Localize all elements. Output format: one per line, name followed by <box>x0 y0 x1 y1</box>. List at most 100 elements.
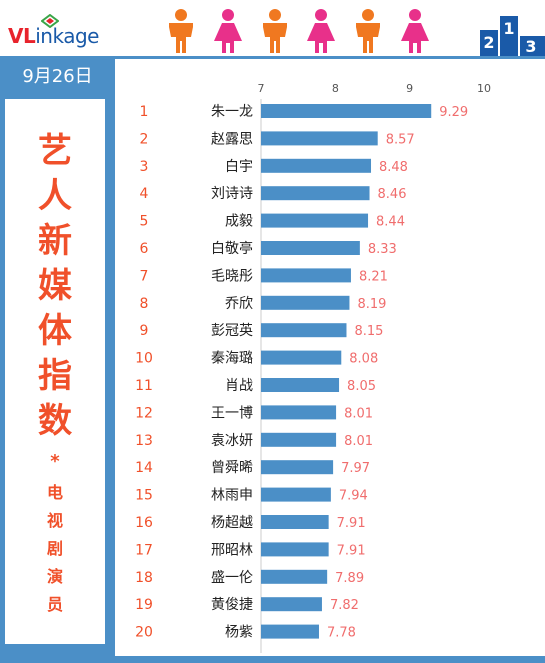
bar <box>261 158 372 173</box>
value-label: 8.48 <box>379 160 408 175</box>
title-char: 新 <box>38 221 72 261</box>
rank-label: 5 <box>140 214 149 230</box>
value-label: 7.94 <box>339 489 368 504</box>
value-label: 7.97 <box>341 461 370 476</box>
title-char: 人 <box>38 176 72 216</box>
category-label: 邢昭林 <box>211 542 253 558</box>
value-label: 8.05 <box>347 379 376 394</box>
footer-bar <box>0 656 545 663</box>
rank-label: 3 <box>140 159 149 175</box>
logo-rest: inkage <box>35 24 99 48</box>
female-icon <box>213 9 242 53</box>
rank-label: 2 <box>140 131 149 147</box>
category-label: 盛一伦 <box>211 570 253 586</box>
bar <box>261 569 328 584</box>
value-label: 7.78 <box>327 626 356 641</box>
bar <box>261 186 370 201</box>
svg-text:1: 1 <box>503 19 514 38</box>
rank-label: 4 <box>140 186 149 202</box>
title-main: 艺 人 新 媒 体 指 数 <box>5 129 105 444</box>
category-label: 杨紫 <box>225 625 253 641</box>
ranking-chart: 7 8 9 10 1 朱一龙 9.29 2 赵露思 8.57 3 白宇 8.48 4 刘诗诗 8.46 5 成毅 8… <box>115 59 545 656</box>
x-tick-label: 7 <box>258 82 265 95</box>
category-label: 乔欣 <box>225 296 253 312</box>
category-label: 白敬亭 <box>211 240 253 257</box>
title-box: 艺 人 新 媒 体 指 数 * 电 视 剧 演 员 <box>5 99 105 644</box>
x-tick-label: 8 <box>332 82 339 95</box>
logo-prefix: VL <box>8 24 36 48</box>
bar <box>261 131 378 146</box>
bar <box>261 432 337 447</box>
value-label: 7.91 <box>337 516 366 531</box>
title-char: 媒 <box>38 266 72 306</box>
rank-label: 10 <box>135 351 153 367</box>
category-label: 曾舜晞 <box>211 460 253 476</box>
rank-label: 13 <box>135 433 153 449</box>
category-label: 黄俊捷 <box>211 596 253 613</box>
bar <box>261 323 347 338</box>
category-label: 毛晓彤 <box>211 268 253 284</box>
title-char: 数 <box>38 401 72 441</box>
svg-text:2: 2 <box>483 33 494 52</box>
x-tick-label: 9 <box>406 82 413 95</box>
value-label: 8.21 <box>359 269 388 284</box>
male-icon <box>169 9 193 53</box>
bar <box>261 241 360 255</box>
vlinkage-logo: VLinkage <box>8 14 118 50</box>
category-label: 林雨申 <box>211 488 253 504</box>
bar <box>261 268 351 283</box>
female-icon <box>400 9 429 53</box>
rank-label: 1 <box>140 104 149 120</box>
title-sub: 电 视 剧 演 员 <box>5 479 105 619</box>
value-label: 9.29 <box>439 105 468 120</box>
title-char: 指 <box>38 356 72 396</box>
bar <box>261 515 329 529</box>
subtitle-char: 电 <box>46 483 63 502</box>
rank-label: 9 <box>140 323 149 339</box>
title-char: 体 <box>38 311 72 351</box>
value-label: 7.82 <box>330 598 359 613</box>
category-label: 赵露思 <box>211 131 253 147</box>
bar <box>261 487 331 502</box>
male-icon <box>356 9 381 53</box>
rank-label: 12 <box>135 405 153 421</box>
bar <box>261 213 369 228</box>
bar <box>261 295 350 310</box>
rank-label: 20 <box>135 625 153 641</box>
people-icons <box>163 8 433 54</box>
svg-text:3: 3 <box>525 37 536 56</box>
category-label: 袁冰妍 <box>211 433 253 449</box>
bar <box>261 104 432 118</box>
logo-text: VLinkage <box>8 24 99 48</box>
category-label: 王一博 <box>211 404 253 421</box>
logo-mark-icon <box>41 14 59 28</box>
rank-label: 15 <box>135 488 153 504</box>
date-label: 9月26日 <box>0 62 115 92</box>
category-label: 成毅 <box>225 213 253 230</box>
subtitle-char: 剧 <box>46 539 63 558</box>
value-label: 8.57 <box>386 132 415 147</box>
podium-icon: 2 1 3 <box>480 16 545 56</box>
value-label: 8.33 <box>368 242 397 257</box>
rank-label: 17 <box>135 542 153 558</box>
rank-label: 7 <box>140 268 149 284</box>
value-label: 8.01 <box>344 406 373 421</box>
bar-chart-svg: 7 8 9 10 1 朱一龙 9.29 2 赵露思 8.57 3 白宇 8.48 4 刘诗诗 8.46 5 成毅 8… <box>135 82 491 653</box>
male-icon <box>262 9 287 53</box>
value-label: 8.01 <box>344 434 373 449</box>
rank-label: 18 <box>135 570 153 586</box>
rank-label: 8 <box>140 296 149 312</box>
female-icon <box>307 9 336 53</box>
rank-label: 11 <box>135 378 153 394</box>
category-label: 秦海璐 <box>211 351 253 367</box>
bar <box>261 350 342 365</box>
category-label: 肖战 <box>225 378 253 394</box>
bar <box>261 624 319 639</box>
rank-label: 16 <box>135 515 153 531</box>
value-label: 8.46 <box>378 187 407 202</box>
rank-label: 19 <box>135 597 153 613</box>
category-label: 杨超越 <box>211 515 253 531</box>
value-label: 8.19 <box>357 297 386 312</box>
value-label: 7.91 <box>337 543 366 558</box>
value-label: 8.08 <box>349 352 378 367</box>
